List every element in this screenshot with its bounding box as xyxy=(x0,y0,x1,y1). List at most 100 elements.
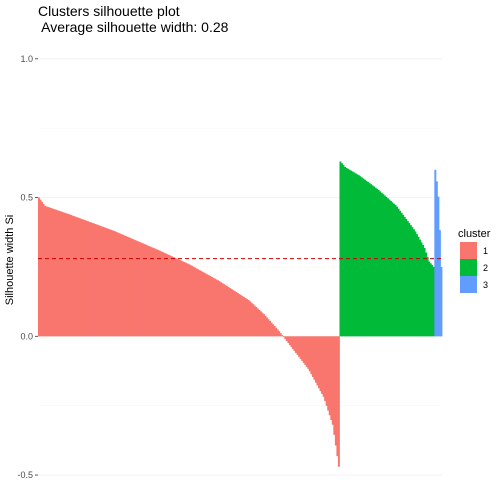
silhouette-bar xyxy=(348,169,351,337)
silhouette-bar xyxy=(342,165,345,337)
silhouette-bar xyxy=(256,308,259,337)
silhouette-bar xyxy=(270,322,273,337)
silhouette-bar xyxy=(261,312,264,337)
silhouette-bar xyxy=(207,275,210,337)
silhouette-bar xyxy=(301,336,304,361)
silhouette-bar xyxy=(59,211,62,337)
silhouette-bar xyxy=(308,336,311,372)
y-tick-label: 0.5 xyxy=(20,193,33,203)
silhouette-bar xyxy=(174,257,177,337)
silhouette-bar xyxy=(412,229,415,337)
silhouette-bar xyxy=(400,212,403,337)
silhouette-bar xyxy=(383,195,386,337)
silhouette-bar xyxy=(137,241,140,337)
silhouette-bar xyxy=(65,213,68,337)
silhouette-bar xyxy=(275,327,278,337)
silhouette-bar xyxy=(206,274,209,337)
silhouette-bar xyxy=(347,168,350,337)
silhouette-bar xyxy=(334,336,337,446)
silhouette-bar xyxy=(197,269,200,337)
silhouette-bar xyxy=(195,268,198,337)
silhouette-bar xyxy=(371,185,374,337)
silhouette-bar xyxy=(204,273,207,337)
silhouette-bar xyxy=(60,211,63,337)
legend-label-1: 1 xyxy=(483,246,488,256)
silhouette-bar xyxy=(406,221,409,337)
silhouette-bar xyxy=(41,201,43,337)
silhouette-bar xyxy=(47,206,50,337)
silhouette-bar xyxy=(414,231,417,337)
silhouette-bar xyxy=(272,324,275,337)
silhouette-bar xyxy=(252,304,255,337)
silhouette-bar xyxy=(405,218,408,337)
y-axis: -0.5 0.0 0.5 1.0 xyxy=(17,54,38,480)
silhouette-bar xyxy=(374,187,377,337)
silhouette-bar xyxy=(51,208,54,337)
y-axis-title: Silhouette width Si xyxy=(4,215,16,306)
silhouette-bar xyxy=(151,247,154,337)
silhouette-bar xyxy=(125,236,128,337)
silhouette-bar xyxy=(322,336,325,397)
silhouette-bar xyxy=(402,214,405,337)
silhouette-bar xyxy=(157,250,160,337)
silhouette-bar xyxy=(192,266,195,337)
silhouette-bar xyxy=(224,285,227,337)
silhouette-bar xyxy=(221,283,224,337)
silhouette-bar xyxy=(409,225,412,337)
silhouette-bar xyxy=(132,239,135,337)
silhouette-bar xyxy=(168,254,171,337)
silhouette-bar xyxy=(367,181,369,337)
silhouette-bar xyxy=(112,230,115,337)
silhouette-bar xyxy=(333,336,336,435)
silhouette-bar xyxy=(48,207,51,337)
silhouette-bar xyxy=(163,252,166,337)
silhouette-bar xyxy=(142,243,144,337)
silhouette-bar xyxy=(362,178,365,337)
silhouette-bar xyxy=(122,234,125,337)
silhouette-bar xyxy=(86,221,89,337)
silhouette-bar xyxy=(100,226,103,337)
silhouette-bar xyxy=(365,180,368,337)
silhouette-bar xyxy=(74,216,77,337)
silhouette-bar xyxy=(54,209,57,337)
legend-key-1 xyxy=(460,242,477,259)
silhouette-bar xyxy=(327,336,330,411)
silhouette-bar xyxy=(139,242,141,337)
silhouette-bar xyxy=(399,210,402,337)
chart-title: Clusters silhouette plot Average silhoue… xyxy=(38,3,228,35)
silhouette-bar xyxy=(438,230,441,337)
silhouette-bar xyxy=(415,234,418,337)
chart-title-line2: Average silhouette width: 0.28 xyxy=(38,19,229,35)
silhouette-bar xyxy=(314,336,317,383)
silhouette-bar xyxy=(191,265,193,337)
silhouette-bar xyxy=(212,277,215,337)
silhouette-bar xyxy=(146,245,149,337)
silhouette-bar xyxy=(397,208,400,337)
silhouette-bar xyxy=(394,205,397,337)
silhouette-bar xyxy=(426,257,429,337)
silhouette-bar xyxy=(267,319,270,337)
silhouette-bar xyxy=(140,242,143,337)
silhouette-bar xyxy=(148,246,151,337)
silhouette-bar xyxy=(360,177,363,337)
silhouette-bar xyxy=(298,336,301,357)
silhouette-bar xyxy=(290,336,293,348)
silhouette-bar xyxy=(288,336,291,346)
silhouette-bar xyxy=(264,315,267,337)
silhouette-bar xyxy=(304,336,307,365)
silhouette-bar xyxy=(184,262,187,337)
silhouette-bar xyxy=(281,335,284,337)
silhouette-bar xyxy=(393,203,395,337)
silhouette-bar xyxy=(189,265,192,337)
silhouette-bar xyxy=(180,260,183,337)
silhouette-bar xyxy=(88,221,91,337)
silhouette-bar xyxy=(246,299,249,337)
silhouette-bar xyxy=(241,296,244,337)
silhouette-bar xyxy=(226,286,229,337)
silhouette-bar xyxy=(230,289,233,337)
silhouette-bar xyxy=(177,259,180,337)
silhouette-bar xyxy=(178,259,181,337)
silhouette-bar xyxy=(386,198,389,337)
silhouette-bar xyxy=(284,336,287,340)
silhouette-bar xyxy=(120,234,123,337)
